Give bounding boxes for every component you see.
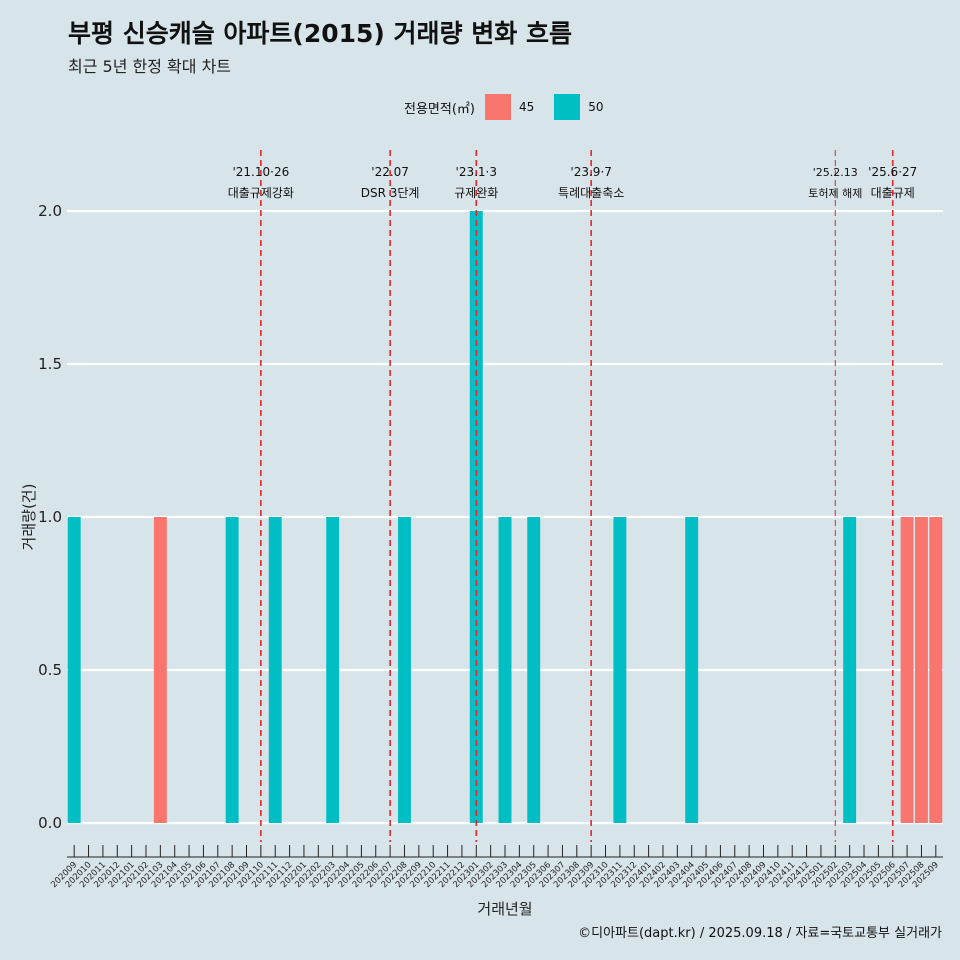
event-label: 대출규제강화	[228, 186, 294, 200]
bar-45	[153, 517, 167, 823]
bar-50	[67, 517, 81, 823]
bar-50	[613, 517, 627, 823]
bar-50	[469, 211, 483, 823]
event-date-label: '21.10·26	[232, 165, 289, 179]
legend-swatch-45	[484, 94, 511, 120]
chart-subtitle: 최근 5년 한정 확대 차트	[68, 57, 232, 76]
event-date-label: '22.07	[371, 165, 409, 179]
legend-swatch-50	[554, 94, 581, 120]
bar-50	[527, 517, 541, 823]
event-date-label: '25.6·27	[868, 165, 917, 179]
bar-45	[914, 517, 928, 823]
y-tick-label: 2.0	[38, 202, 62, 220]
chart-title: 부평 신승캐슬 아파트(2015) 거래량 변화 흐름	[68, 19, 572, 48]
bar-50	[398, 517, 411, 823]
event-date-label: '23.9·7	[570, 165, 611, 179]
bar-45	[929, 517, 943, 823]
event-label: 토허제 해제	[808, 186, 862, 200]
y-tick-label: 0.5	[38, 661, 62, 679]
bar-45	[900, 517, 914, 823]
legend-title: 전용면적(㎡)	[404, 101, 475, 117]
y-tick-label: 1.0	[38, 508, 62, 526]
bar-50	[268, 517, 282, 823]
event-date-label: '25.2.13	[813, 166, 858, 179]
event-date-label: '23.1·3	[456, 165, 497, 179]
bar-50	[498, 517, 512, 823]
y-tick-label: 1.5	[38, 355, 62, 373]
event-label: 대출규제	[871, 186, 915, 200]
bar-50	[225, 517, 239, 823]
y-tick-label: 0.0	[38, 814, 62, 832]
legend-label-45: 45	[518, 100, 535, 114]
chart-caption: ©디아파트(dapt.kr) / 2025.09.18 / 자료=국토교통부 실…	[578, 926, 942, 941]
event-label: 특례대출축소	[558, 186, 624, 200]
legend: 전용면적(㎡) 45 50	[404, 94, 624, 120]
bar-50	[326, 517, 340, 823]
legend-label-50: 50	[588, 100, 604, 114]
event-label: 규제완화	[454, 186, 498, 200]
event-label: DSR 3단계	[361, 186, 420, 200]
bar-50	[685, 517, 699, 823]
x-axis-title: 거래년월	[477, 900, 532, 918]
y-axis-title: 거래량(건)	[20, 484, 38, 551]
bar-50	[843, 517, 857, 823]
